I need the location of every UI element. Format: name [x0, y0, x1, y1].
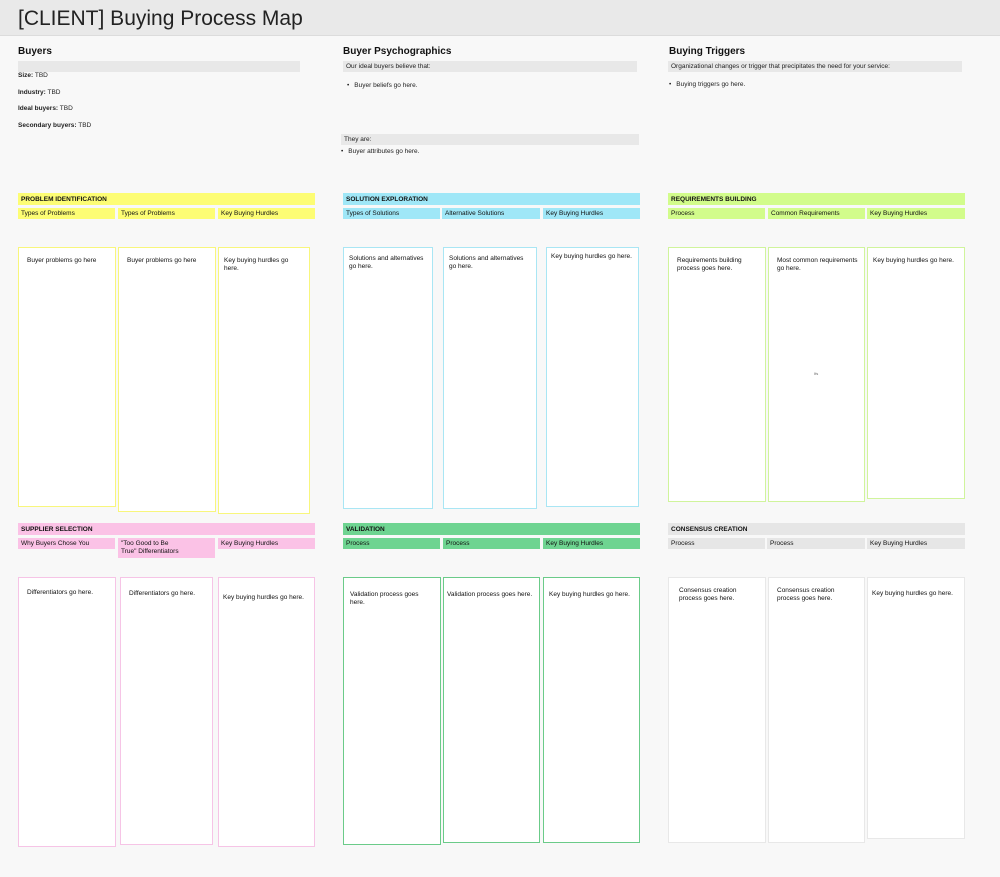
supplier-card-2[interactable]: Differentiators go here.	[120, 577, 213, 845]
problem-col-1: Types of Problems	[18, 208, 115, 219]
supplier-col-2: "Too Good to Be True" Differentiators	[118, 538, 215, 558]
requirements-col-1: Process	[668, 208, 765, 219]
problem-card-2[interactable]: Buyer problems go here	[118, 247, 216, 512]
validation-col-3: Key Buying Hurdles	[543, 538, 640, 549]
solution-exploration-header: SOLUTION EXPLORATION	[343, 193, 640, 205]
validation-card-1[interactable]: Validation process goes here.	[343, 577, 441, 845]
they-are-label: They are:	[341, 134, 639, 145]
consensus-card-1[interactable]: Consensus creation process goes here.	[668, 577, 766, 843]
buyers-bar	[18, 61, 300, 72]
triggers-heading: Buying Triggers	[669, 46, 746, 57]
consensus-col-3: Key Buying Hurdles	[867, 538, 965, 549]
validation-col-2: Process	[443, 538, 540, 549]
psychographics-heading: Buyer Psychographics	[343, 46, 452, 57]
title-bar	[0, 0, 1000, 36]
solution-col-1: Types of Solutions	[343, 208, 440, 219]
supplier-col-3: Key Buying Hurdles	[218, 538, 315, 549]
consensus-card-3[interactable]: Key buying hurdles go here.	[867, 577, 965, 839]
validation-card-3[interactable]: Key buying hurdles go here.	[543, 577, 640, 843]
requirements-card-3[interactable]: Key buying hurdles go here.	[867, 247, 965, 499]
buyers-heading: Buyers	[18, 46, 52, 57]
consensus-card-2[interactable]: Consensus creation process goes here.	[768, 577, 865, 843]
problem-col-3: Key Buying Hurdles	[218, 208, 315, 219]
solution-card-1[interactable]: Solutions and alternatives go here.	[343, 247, 433, 509]
attributes-item: Buyer attributes go here.	[341, 148, 419, 156]
buyers-industry: Industry: TBD	[18, 89, 61, 96]
supplier-card-1[interactable]: Differentiators go here.	[18, 577, 116, 847]
triggers-item: Buying triggers go here.	[669, 81, 745, 89]
triggers-intro: Organizational changes or trigger that p…	[668, 61, 962, 72]
validation-col-1: Process	[343, 538, 440, 549]
page-title: [CLIENT] Buying Process Map	[18, 7, 303, 30]
buyers-secondary: Secondary buyers: TBD	[18, 122, 92, 129]
requirements-card-1[interactable]: Requirements building process goes here.	[668, 247, 766, 502]
consensus-col-2: Process	[767, 538, 865, 549]
problem-card-1[interactable]: Buyer problems go here	[18, 247, 116, 507]
consensus-col-1: Process	[668, 538, 765, 549]
validation-header: VALIDATION	[343, 523, 640, 535]
validation-card-2[interactable]: Validation process goes here.	[443, 577, 540, 843]
solution-card-2[interactable]: Solutions and alternatives go here.	[443, 247, 537, 509]
beliefs-item: Buyer beliefs go here.	[347, 82, 417, 90]
requirements-col-2: Common Requirements	[768, 208, 865, 219]
problem-card-3[interactable]: Key buying hurdles go here.	[218, 247, 310, 514]
consensus-creation-header: CONSENSUS CREATION	[668, 523, 965, 535]
requirements-building-header: REQUIREMENTS BUILDING	[668, 193, 965, 205]
problem-identification-header: PROBLEM IDENTIFICATION	[18, 193, 315, 205]
buyers-size: Size: TBD	[18, 72, 48, 79]
supplier-card-3[interactable]: Key buying hurdles go here.	[218, 577, 315, 847]
supplier-col-1: Why Buyers Chose You	[18, 538, 115, 549]
requirements-col-3: Key Buying Hurdles	[867, 208, 965, 219]
buyers-ideal: Ideal buyers: TBD	[18, 105, 73, 112]
stray-text: Ifs	[814, 371, 819, 376]
beliefs-label: Our ideal buyers believe that:	[343, 61, 637, 72]
solution-col-2: Alternative Solutions	[442, 208, 540, 219]
solution-col-3: Key Buying Hurdles	[543, 208, 640, 219]
problem-col-2: Types of Problems	[118, 208, 215, 219]
supplier-selection-header: SUPPLIER SELECTION	[18, 523, 315, 535]
solution-card-3[interactable]: Key buying hurdles go here.	[546, 247, 639, 507]
requirements-card-2[interactable]: Most common requirements go here.	[768, 247, 865, 502]
